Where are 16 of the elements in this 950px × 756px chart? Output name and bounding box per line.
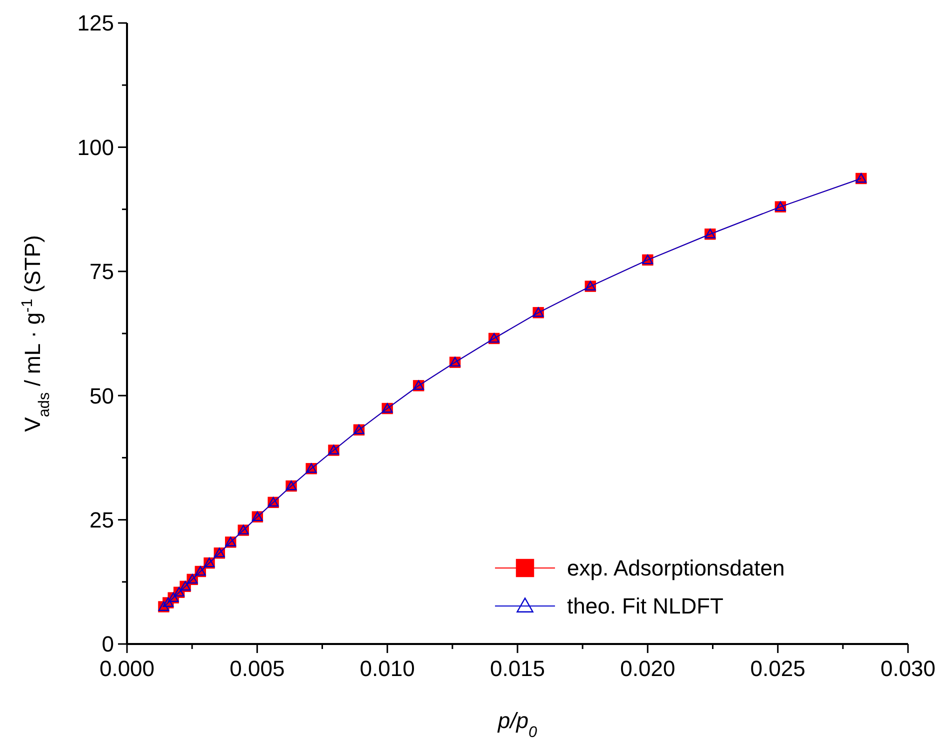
x-tick-label: 0.030	[880, 656, 936, 681]
x-tick-label: 0.010	[360, 656, 415, 681]
y-tick-label: 50	[90, 383, 114, 408]
y-tick-label: 25	[90, 508, 114, 532]
x-tick-label: 0.020	[620, 656, 676, 681]
legend-label: theo. Fit NLDFT	[567, 594, 724, 619]
text: 0.000	[99, 656, 155, 681]
y-tick-label: 75	[90, 259, 114, 284]
x-tick-label: 0.015	[490, 656, 546, 681]
x-tick-label: 0.005	[230, 656, 285, 681]
legend-label: exp. Adsorptionsdaten	[567, 556, 785, 581]
x-tick-label: 0.025	[750, 656, 806, 681]
y-tick-label: 100	[77, 134, 114, 160]
x-axis-title: p/p$_{0}$	[496, 708, 538, 740]
y-tick-label: 0	[102, 632, 114, 657]
y-tick-label: 125	[77, 10, 114, 36]
